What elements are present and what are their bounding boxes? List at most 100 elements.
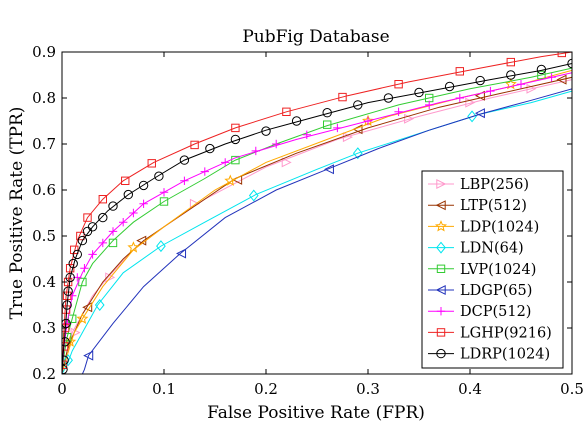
plot-frame <box>61 51 573 375</box>
series-8 <box>62 58 572 374</box>
series-marker <box>72 249 83 260</box>
series-marker <box>506 70 516 80</box>
legend-marker <box>436 264 446 274</box>
series-marker <box>251 146 260 156</box>
chart-title: PubFig Database <box>242 27 389 47</box>
legend-label: LGHP(9216) <box>460 325 552 341</box>
series-marker <box>68 258 78 269</box>
series-marker <box>147 159 156 168</box>
legend-label: LDN(64) <box>460 241 524 257</box>
series-marker <box>83 213 92 222</box>
y-tick-label: 0.2 <box>32 365 56 383</box>
series-marker <box>404 113 415 124</box>
series-marker <box>486 86 495 96</box>
series-marker <box>76 312 89 324</box>
legend-marker <box>436 178 447 190</box>
series-marker <box>281 157 292 168</box>
legend-label: LDP(1024) <box>460 219 539 235</box>
series-marker <box>190 140 199 150</box>
series-marker <box>180 176 189 185</box>
series-marker <box>302 130 311 139</box>
series-marker <box>394 80 403 89</box>
series-marker <box>156 240 166 253</box>
series-marker <box>129 208 138 218</box>
series-marker <box>353 100 363 110</box>
series-marker <box>98 195 107 204</box>
series-group <box>62 52 572 374</box>
series-marker <box>282 107 291 116</box>
series-marker <box>65 272 75 283</box>
y-tick-label: 0.3 <box>32 319 56 337</box>
x-axis-label: False Positive Rate (FPR) <box>207 403 425 423</box>
series-marker <box>230 134 241 145</box>
series-marker <box>455 93 464 103</box>
legend-marker <box>435 200 446 211</box>
series-marker <box>475 75 485 86</box>
series-marker <box>127 241 140 253</box>
x-tick-label: 0.4 <box>458 380 482 398</box>
series-marker <box>547 73 556 82</box>
series-marker <box>455 67 465 76</box>
y-tick-label: 0.6 <box>32 181 56 199</box>
series-marker <box>205 143 215 154</box>
x-tick-label: 0 <box>57 380 67 398</box>
legend-label: LBP(256) <box>460 177 529 193</box>
y-tick-label: 0.8 <box>32 89 56 107</box>
series-marker <box>394 107 403 116</box>
legend-label: LDGP(65) <box>460 283 532 299</box>
series-marker <box>231 123 240 133</box>
series-marker <box>363 116 373 126</box>
series-marker <box>121 176 130 186</box>
series-marker <box>414 87 424 98</box>
series-marker <box>108 201 118 211</box>
legend-label: DCP(512) <box>460 304 531 320</box>
series-marker <box>323 120 332 129</box>
series-5 <box>81 88 572 374</box>
series-marker <box>105 272 116 283</box>
legend-entry: LGHP(9216) <box>428 325 552 341</box>
series-marker <box>63 286 73 296</box>
legend-entry: LDRP(1024) <box>428 347 550 363</box>
legend-entry: LBP(256) <box>428 177 529 193</box>
series-marker <box>231 155 240 165</box>
legend-marker <box>436 241 446 254</box>
y-tick-label: 0.5 <box>32 227 56 245</box>
series-marker <box>87 222 98 232</box>
plot-area <box>62 52 572 374</box>
series-marker <box>159 188 169 197</box>
legend-entry: LDP(1024) <box>428 219 539 235</box>
legend: LBP(256) LTP(512) LDP(1024) LDN(64) LVP(1024… <box>421 170 564 369</box>
x-tick-label: 0.5 <box>560 380 584 398</box>
y-tick-label: 0.7 <box>32 135 56 153</box>
series-marker <box>80 264 89 273</box>
series-marker <box>224 174 237 186</box>
series-6 <box>62 72 572 374</box>
legend-entry: LDN(64) <box>428 241 524 257</box>
x-tick-label: 0.2 <box>254 380 278 398</box>
series-marker <box>322 108 332 118</box>
series-marker <box>176 248 187 259</box>
series-marker <box>444 81 455 92</box>
series-marker <box>352 124 363 135</box>
series-marker <box>108 227 118 236</box>
x-tick-label: 0.3 <box>356 380 380 398</box>
series-marker <box>383 93 394 103</box>
legend-marker <box>436 328 446 337</box>
series-marker <box>88 250 97 259</box>
series-marker <box>272 139 281 149</box>
legend-entry: LDGP(65) <box>428 283 532 299</box>
series-marker <box>98 212 108 223</box>
series-marker <box>63 354 73 367</box>
series-marker <box>248 189 259 202</box>
series-marker <box>154 171 164 181</box>
legend-label: LVP(1024) <box>460 262 536 278</box>
series-marker <box>467 110 477 123</box>
y-tick-label: 0.9 <box>32 43 56 61</box>
series-marker <box>338 92 347 102</box>
series-marker <box>138 180 149 191</box>
series-marker <box>139 199 148 208</box>
series-marker <box>98 238 107 248</box>
legend-label: LTP(512) <box>460 198 527 214</box>
series-marker <box>76 231 85 241</box>
